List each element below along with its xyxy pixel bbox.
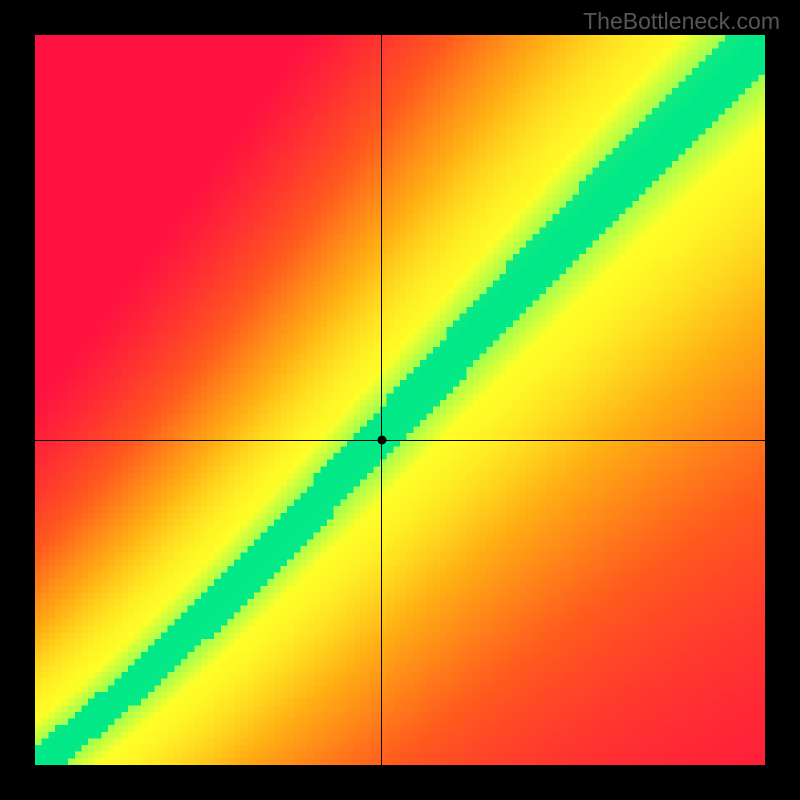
crosshair-horizontal <box>35 440 765 441</box>
watermark-text: TheBottleneck.com <box>583 8 780 35</box>
crosshair-vertical <box>381 35 382 765</box>
selection-marker <box>377 436 386 445</box>
bottleneck-heatmap <box>35 35 765 765</box>
chart-container: TheBottleneck.com <box>0 0 800 800</box>
